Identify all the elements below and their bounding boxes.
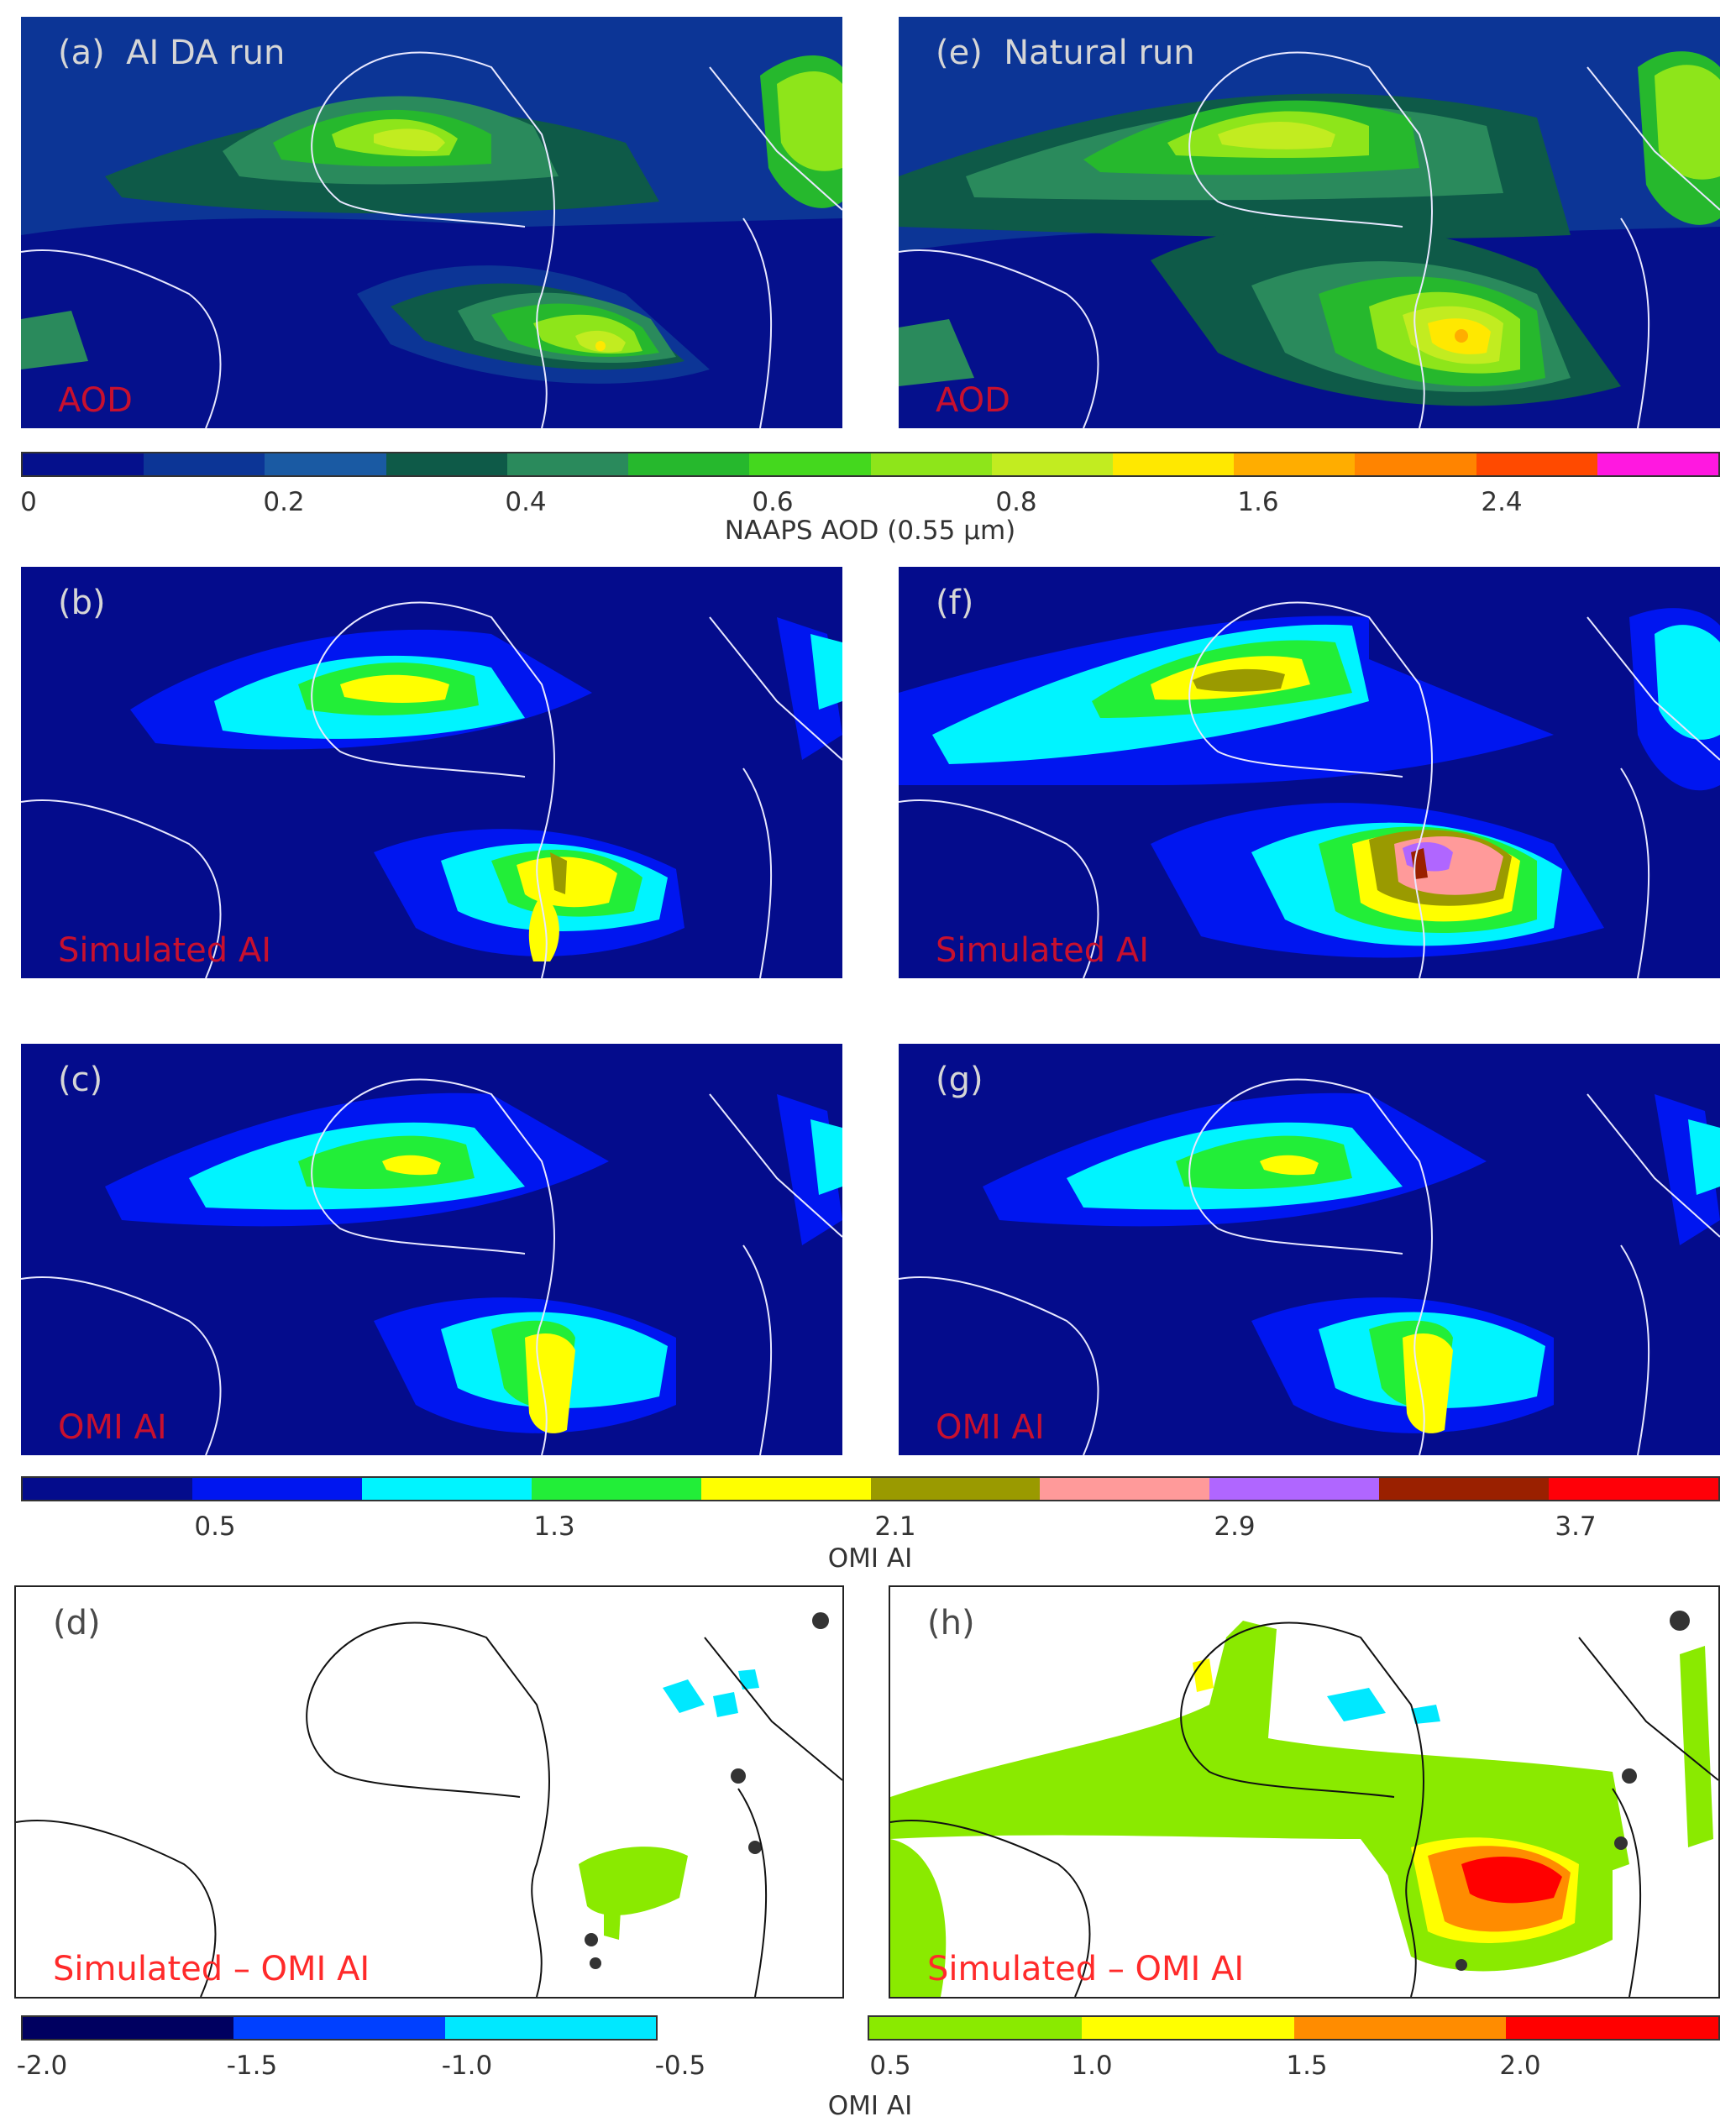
panel-label: (h): [927, 1604, 975, 1642]
map-c: [21, 1044, 842, 1455]
aod-segment: [265, 453, 386, 475]
map-d: [16, 1587, 842, 1997]
panel-label: (c): [58, 1061, 103, 1099]
panel-c-omi-ai: (c) OMI AI: [21, 1044, 842, 1455]
ai-segment: [531, 1478, 701, 1500]
panel-label: (a) AI DA run: [58, 34, 286, 72]
aod-segment: [991, 453, 1113, 475]
colorbar-tick: 0.6: [752, 487, 794, 517]
diff-pos-segment: [1506, 2017, 1718, 2039]
colorbar-tick: 0.5: [194, 1511, 236, 1542]
map-a: [21, 17, 842, 428]
colorbar-tick: -0.5: [654, 2051, 706, 2081]
variable-label: AOD: [58, 381, 133, 420]
colorbar-tick: 0: [20, 487, 37, 517]
ai-segment: [1209, 1478, 1380, 1500]
variable-label: Simulated AI: [936, 931, 1150, 970]
ai-segment: [23, 1478, 192, 1500]
aod-segment: [385, 453, 507, 475]
panel-h-difference: (h) Simulated – OMI AI: [889, 1585, 1720, 1999]
colorbar-tick: 3.7: [1555, 1511, 1597, 1542]
variable-label: OMI AI: [58, 1408, 167, 1447]
panel-label: (b): [58, 584, 106, 622]
colorbar-ai: [21, 1476, 1720, 1501]
aod-segment: [144, 453, 265, 475]
diff-pos-segment: [869, 2017, 1082, 2039]
panel-b-simulated-ai: (b) Simulated AI: [21, 567, 842, 978]
colorbar-difference-positive: [868, 2015, 1720, 2041]
diff-neg-segment: [233, 2017, 445, 2039]
diff-pos-segment: [1081, 2017, 1294, 2039]
map-e: [899, 17, 1720, 428]
map-h: [890, 1587, 1718, 1997]
variable-label: AOD: [936, 381, 1010, 420]
aod-segment: [23, 453, 144, 475]
panel-a-aod-ai-da-run: (a) AI DA run AOD: [21, 17, 842, 428]
colorbar-tick: -1.0: [441, 2051, 493, 2081]
aod-segment: [749, 453, 871, 475]
panel-e-aod-natural-run: (e) Natural run AOD: [899, 17, 1720, 428]
aod-segment: [1355, 453, 1476, 475]
colorbar-tick: 1.5: [1286, 2051, 1328, 2081]
colorbar-tick: 2.1: [874, 1511, 916, 1542]
colorbar-tick: 0.4: [505, 487, 547, 517]
aod-segment: [1597, 453, 1719, 475]
panel-f-simulated-ai: (f) Simulated AI: [899, 567, 1720, 978]
diff-neg-segment: [23, 2017, 234, 2039]
colorbar-tick: 0.2: [263, 487, 305, 517]
ai-segment: [700, 1478, 871, 1500]
aod-segment: [1112, 453, 1235, 475]
colorbar-tick: 2.9: [1214, 1511, 1256, 1542]
colorbar-tick: 0.8: [995, 487, 1037, 517]
colorbar-tick: 1.3: [533, 1511, 575, 1542]
colorbar-ai-title: OMI AI: [827, 1543, 913, 1574]
diff-neg-segment: [444, 2017, 656, 2039]
diff-pos-segment: [1293, 2017, 1507, 2039]
colorbar-tick: 2.4: [1481, 487, 1523, 517]
variable-label: Simulated – OMI AI: [53, 1950, 370, 1988]
panel-label: (f): [936, 584, 974, 622]
colorbar-tick: 1.6: [1237, 487, 1279, 517]
colorbar-tick: -1.5: [226, 2051, 278, 2081]
ai-segment: [361, 1478, 532, 1500]
ai-segment: [1040, 1478, 1210, 1500]
aod-segment: [1476, 453, 1597, 475]
colorbar-tick: 1.0: [1071, 2051, 1113, 2081]
aod-segment: [506, 453, 629, 475]
ai-segment: [870, 1478, 1041, 1500]
colorbar-difference-title: OMI AI: [827, 2091, 913, 2121]
map-g: [899, 1044, 1720, 1455]
variable-label: Simulated AI: [58, 931, 272, 970]
map-f: [899, 567, 1720, 978]
panel-label: (g): [936, 1061, 983, 1099]
panel-g-omi-ai: (g) OMI AI: [899, 1044, 1720, 1455]
colorbar-tick: 2.0: [1499, 2051, 1541, 2081]
ai-segment: [191, 1478, 362, 1500]
aod-segment: [1234, 453, 1356, 475]
aod-segment: [870, 453, 992, 475]
map-b: [21, 567, 842, 978]
colorbar-difference-negative: [21, 2015, 658, 2041]
colorbar-aod-title: NAAPS AOD (0.55 μm): [724, 516, 1016, 546]
ai-segment: [1379, 1478, 1550, 1500]
colorbar-tick: -2.0: [16, 2051, 68, 2081]
aod-segment: [628, 453, 750, 475]
variable-label: Simulated – OMI AI: [927, 1950, 1245, 1988]
panel-label: (d): [53, 1604, 101, 1642]
ai-segment: [1549, 1478, 1719, 1500]
panel-label: (e) Natural run: [936, 34, 1195, 72]
panel-d-difference: (d) Simulated – OMI AI: [14, 1585, 844, 1999]
variable-label: OMI AI: [936, 1408, 1045, 1447]
colorbar-aod: [21, 452, 1720, 477]
colorbar-tick: 0.5: [869, 2051, 911, 2081]
